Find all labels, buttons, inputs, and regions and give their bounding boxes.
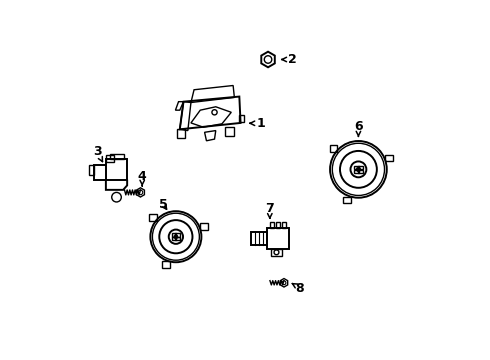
- Bar: [282, 222, 286, 228]
- Text: 8: 8: [293, 282, 304, 294]
- Bar: [162, 261, 170, 268]
- Text: 2: 2: [282, 53, 297, 66]
- Bar: [175, 237, 180, 240]
- Bar: [175, 233, 180, 237]
- Bar: [225, 127, 234, 136]
- Bar: [358, 166, 363, 169]
- Text: 6: 6: [354, 120, 363, 136]
- Bar: [271, 249, 282, 256]
- Bar: [172, 237, 176, 240]
- Bar: [385, 155, 393, 161]
- Bar: [358, 170, 363, 173]
- Text: 4: 4: [138, 170, 147, 186]
- Circle shape: [174, 235, 178, 239]
- Bar: [200, 223, 208, 230]
- Bar: [251, 231, 267, 246]
- Bar: [330, 145, 337, 152]
- Bar: [172, 233, 176, 237]
- Bar: [89, 165, 95, 175]
- Bar: [270, 222, 274, 228]
- Bar: [177, 129, 185, 138]
- Text: 3: 3: [93, 145, 102, 162]
- Bar: [354, 166, 359, 169]
- Text: 7: 7: [266, 202, 274, 218]
- Text: 5: 5: [159, 198, 168, 211]
- Bar: [354, 170, 359, 173]
- Bar: [267, 228, 289, 249]
- Circle shape: [356, 167, 361, 172]
- Bar: [239, 115, 244, 122]
- Bar: [110, 154, 124, 159]
- Bar: [343, 197, 351, 203]
- Bar: [149, 215, 157, 221]
- Text: 1: 1: [250, 117, 265, 130]
- Bar: [106, 159, 127, 180]
- Bar: [275, 222, 280, 228]
- Bar: [106, 155, 114, 162]
